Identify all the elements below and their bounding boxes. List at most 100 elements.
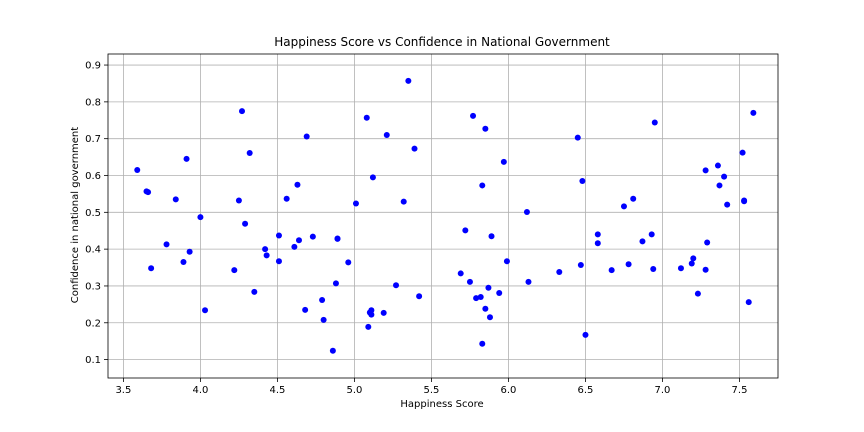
scatter-point <box>651 119 658 126</box>
scatter-point <box>231 267 238 274</box>
scatter-point <box>694 290 701 297</box>
scatter-point <box>275 232 282 239</box>
scatter-point <box>677 265 684 272</box>
scatter-point <box>329 347 336 354</box>
x-tick-label: 5.0 <box>346 385 362 396</box>
y-tick-label: 0.6 <box>85 171 101 182</box>
scatter-point <box>457 270 464 277</box>
scatter-point <box>405 77 412 84</box>
scatter-point <box>485 284 492 291</box>
scatter-point <box>320 316 327 323</box>
scatter-point <box>332 280 339 287</box>
scatter-point <box>574 134 581 141</box>
x-axis-ticks: 3.5 4.0 4.5 5.0 5.5 6.0 6.5 7.0 7.5 <box>115 378 747 396</box>
scatter-point <box>639 238 646 245</box>
scatter-point <box>594 231 601 238</box>
scatter-point <box>745 299 752 306</box>
y-tick-label: 0.1 <box>85 355 101 366</box>
scatter-point <box>295 237 302 244</box>
chart-title: Happiness Score vs Confidence in Nationa… <box>274 35 610 49</box>
y-tick-label: 0.8 <box>85 97 101 108</box>
scatter-point <box>163 241 170 248</box>
scatter-point <box>186 248 193 255</box>
y-tick-label: 0.3 <box>85 281 101 292</box>
scatter-point <box>477 294 484 300</box>
x-tick-label: 7.5 <box>732 385 748 396</box>
scatter-point <box>345 259 352 266</box>
y-tick-label: 0.5 <box>85 208 101 219</box>
y-tick-label: 0.4 <box>85 245 101 256</box>
scatter-point <box>648 231 655 238</box>
scatter-point <box>275 258 282 265</box>
y-axis-ticks: 0.1 0.2 0.3 0.4 0.5 0.6 0.7 0.8 0.9 <box>85 61 108 366</box>
scatter-point <box>302 306 309 313</box>
x-tick-label: 3.5 <box>115 385 131 396</box>
scatter-point <box>500 158 507 165</box>
scatter-point <box>239 108 245 115</box>
scatter-point <box>411 145 418 152</box>
scatter-point <box>462 227 469 234</box>
scatter-point <box>369 174 376 181</box>
scatter-point <box>251 288 258 295</box>
y-axis-label: Confidence in national government <box>70 127 81 303</box>
scatter-point <box>523 208 530 215</box>
x-tick-label: 4.0 <box>192 385 208 396</box>
scatter-point <box>714 162 721 169</box>
scatter-point <box>525 278 532 285</box>
scatter-point <box>134 166 141 173</box>
scatter-point <box>556 268 563 275</box>
scatter-point <box>145 189 152 196</box>
scatter-point <box>741 198 748 205</box>
scatter-point <box>291 243 298 250</box>
scatter-point <box>365 323 372 330</box>
x-tick-label: 5.5 <box>423 385 439 396</box>
x-tick-label: 6.0 <box>501 385 517 396</box>
scatter-point <box>479 340 486 347</box>
scatter-point <box>704 239 711 246</box>
data-points <box>134 77 757 354</box>
scatter-point <box>303 133 310 140</box>
scatter-point <box>750 109 757 116</box>
scatter-point <box>380 309 387 316</box>
scatter-point <box>319 296 326 303</box>
scatter-point <box>625 261 632 268</box>
scatter-point <box>180 259 187 266</box>
scatter-point <box>400 198 407 205</box>
scatter-point <box>630 195 637 202</box>
scatter-point <box>721 173 728 180</box>
plot-frame <box>107 53 779 379</box>
x-tick-label: 7.0 <box>655 385 671 396</box>
x-axis-label: Happiness Score <box>400 399 483 410</box>
scatter-point <box>608 267 615 274</box>
scatter-point <box>352 200 359 207</box>
scatter-point <box>702 167 709 174</box>
scatter-point <box>496 289 503 296</box>
scatter-point <box>702 266 709 273</box>
scatter-point <box>724 201 731 208</box>
scatter-point <box>242 220 249 227</box>
scatter-point <box>582 331 589 338</box>
scatter-point <box>309 233 316 240</box>
scatter-point <box>235 197 242 204</box>
scatter-point <box>650 266 657 273</box>
scatter-point <box>482 305 489 312</box>
scatter-point <box>363 114 370 121</box>
scatter-point <box>473 295 480 302</box>
scatter-point <box>470 112 477 119</box>
scatter-point <box>263 252 270 259</box>
grid-lines <box>108 54 778 378</box>
scatter-point <box>577 261 584 268</box>
scatter-point <box>368 307 375 314</box>
scatter-point <box>503 258 510 265</box>
scatter-point <box>368 311 375 318</box>
y-tick-label: 0.2 <box>85 318 101 329</box>
scatter-point <box>183 155 190 162</box>
scatter-point <box>172 196 179 203</box>
scatter-point <box>579 178 586 185</box>
scatter-point <box>479 182 486 189</box>
y-tick-label: 0.7 <box>85 134 101 145</box>
scatter-point <box>739 149 746 156</box>
scatter-point <box>202 307 209 314</box>
scatter-point <box>466 278 473 285</box>
